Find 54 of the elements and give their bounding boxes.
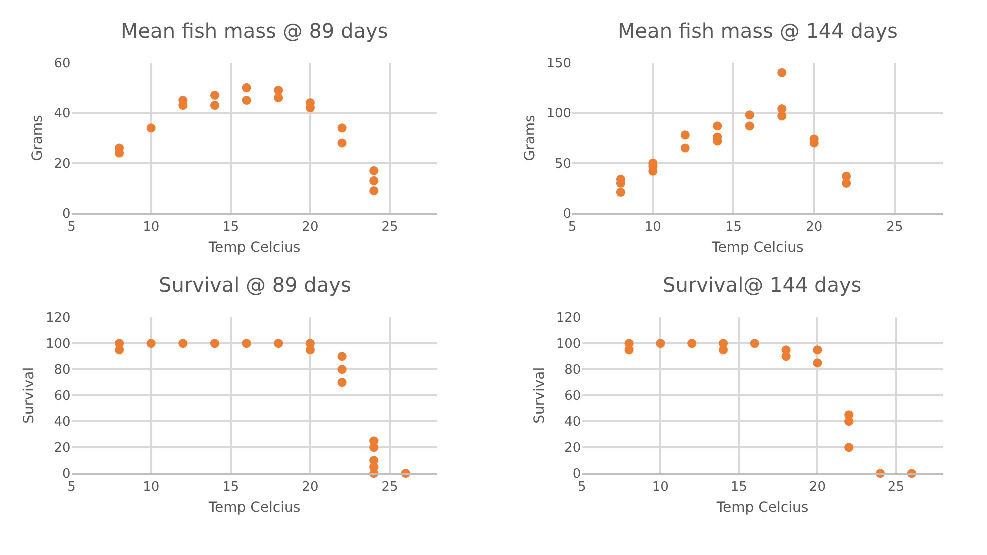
x-tick-label: 25: [886, 220, 904, 235]
x-tick-label: 25: [382, 220, 398, 235]
y-tick-label: 40: [54, 106, 71, 122]
y-tick-label: 40: [54, 415, 71, 430]
chart-title: Survival @ 89 days: [159, 273, 352, 297]
x-tick-label: 5: [568, 220, 577, 235]
y-axis-title: Grams: [30, 115, 46, 162]
y-tick-label: 150: [546, 56, 572, 72]
x-tick-label: 15: [725, 220, 742, 235]
x-tick-label: 20: [809, 480, 826, 495]
x-tick-label: 10: [644, 220, 662, 235]
y-tick-label: 80: [564, 363, 582, 378]
x-tick-label: 10: [143, 480, 160, 495]
y-tick-label: 60: [564, 389, 582, 404]
chart-title: Mean fish mass @ 144 days: [618, 19, 898, 43]
y-tick-label: 100: [556, 337, 582, 352]
x-tick-label: 10: [143, 220, 160, 235]
chart-title: Survival@ 144 days: [663, 273, 862, 297]
y-axis-title: Survival: [532, 367, 548, 424]
y-tick-label: 50: [554, 156, 572, 172]
x-axis-title: Temp Celcius: [711, 240, 804, 256]
y-tick-label: 100: [46, 337, 71, 352]
y-tick-label: 0: [563, 207, 572, 222]
x-tick-label: 25: [888, 480, 904, 495]
y-tick-label: 20: [54, 441, 71, 456]
y-tick-label: 60: [54, 56, 71, 72]
y-tick-label: 20: [54, 156, 71, 172]
x-axis-title: Temp Celcius: [208, 500, 301, 516]
y-tick-label: 0: [572, 467, 582, 482]
y-tick-label: 20: [564, 441, 582, 456]
x-tick-label: 20: [302, 480, 319, 495]
x-axis-title: Temp Celcius: [716, 500, 809, 516]
x-tick-label: 20: [806, 220, 823, 235]
x-tick-label: 5: [68, 480, 76, 495]
x-tick-label: 5: [68, 220, 76, 235]
x-tick-label: 10: [652, 480, 669, 495]
x-tick-label: 15: [222, 480, 240, 495]
y-axis-title: Grams: [522, 115, 538, 162]
y-tick-label: 120: [556, 311, 582, 326]
x-tick-label: 15: [730, 480, 748, 495]
x-tick-label: 25: [382, 480, 398, 495]
y-tick-label: 120: [46, 311, 71, 326]
chart-title: Mean fish mass @ 89 days: [121, 19, 388, 43]
y-axis-title: Survival: [22, 367, 38, 424]
y-tick-label: 0: [62, 207, 71, 222]
y-tick-label: 0: [62, 467, 71, 482]
y-tick-label: 100: [546, 106, 572, 122]
x-tick-label: 15: [222, 220, 240, 235]
x-tick-label: 5: [578, 480, 586, 495]
y-tick-label: 80: [54, 363, 71, 378]
x-tick-label: 20: [302, 220, 319, 235]
y-tick-label: 60: [54, 389, 71, 404]
y-tick-label: 40: [564, 415, 582, 430]
x-axis-title: Temp Celcius: [208, 240, 301, 256]
